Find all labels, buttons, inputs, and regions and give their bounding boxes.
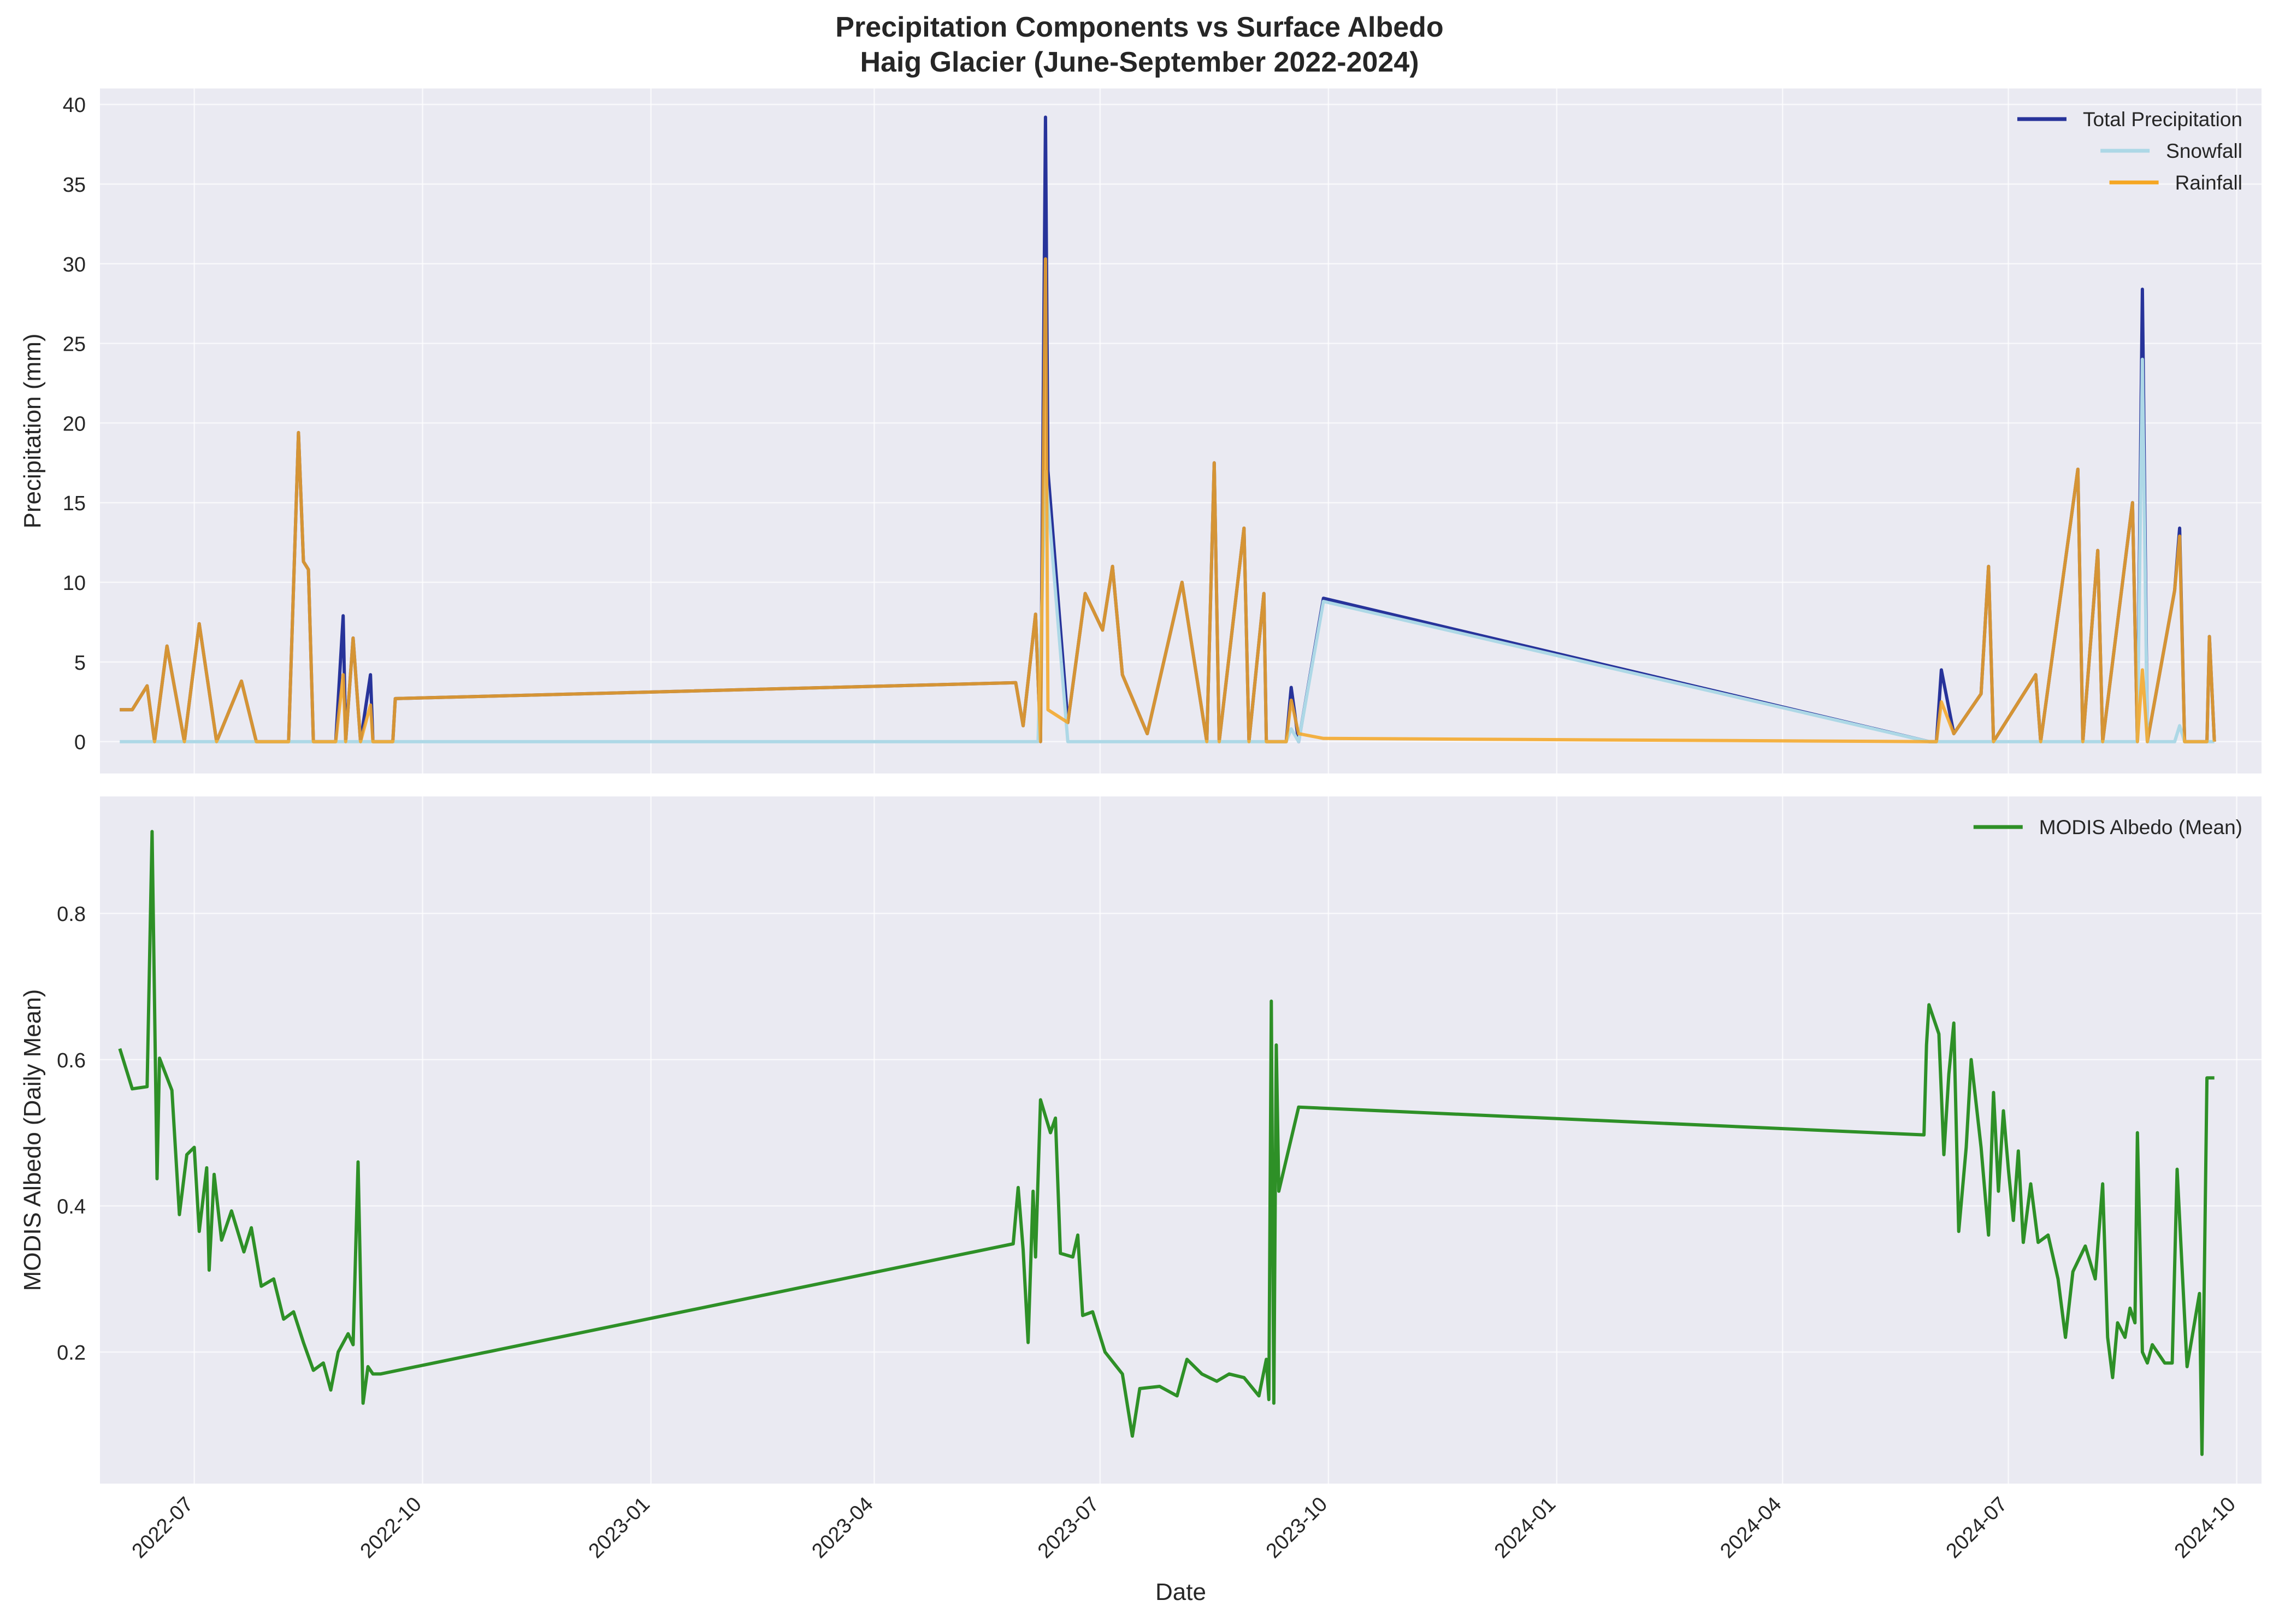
y-tick-label: 15 bbox=[63, 492, 86, 515]
ylabel-precipitation: Precipitation (mm) bbox=[19, 333, 46, 529]
y-tick-label: 35 bbox=[63, 174, 86, 197]
x-tick-label: 2024-07 bbox=[1942, 1493, 2012, 1563]
x-tick-label: 2022-07 bbox=[128, 1493, 198, 1563]
y-tick-label: 0 bbox=[74, 731, 86, 754]
legend-label: Total Precipitation bbox=[2083, 108, 2242, 131]
x-tick-label: 2023-01 bbox=[584, 1493, 654, 1563]
y-tick-label: 0.6 bbox=[57, 1049, 86, 1072]
x-tick-label: 2024-04 bbox=[1716, 1493, 1786, 1563]
series-line-rain bbox=[120, 257, 2216, 743]
x-tick-label: 2023-04 bbox=[807, 1493, 877, 1563]
x-tick-label: 2023-10 bbox=[1262, 1493, 1332, 1563]
xlabel-date: Date bbox=[1155, 1579, 1206, 1605]
ylabel-albedo: MODIS Albedo (Daily Mean) bbox=[19, 989, 46, 1291]
y-tick-label: 25 bbox=[63, 333, 86, 356]
y-tick-label: 0.4 bbox=[57, 1195, 86, 1218]
y-tick-label: 20 bbox=[63, 412, 86, 435]
chart-title: Precipitation Components vs Surface Albe… bbox=[835, 11, 1444, 43]
y-tick-label: 0.8 bbox=[57, 903, 86, 926]
y-tick-label: 40 bbox=[63, 94, 86, 117]
x-tick-label: 2023-07 bbox=[1034, 1493, 1103, 1563]
y-tick-label: 5 bbox=[74, 652, 86, 675]
x-tick-label: 2024-10 bbox=[2170, 1493, 2240, 1563]
legend-label: MODIS Albedo (Mean) bbox=[2039, 816, 2242, 838]
plot-area-0 bbox=[100, 88, 2262, 773]
plot-area-1 bbox=[100, 796, 2262, 1484]
legend-label: Snowfall bbox=[2166, 140, 2242, 162]
series-line-albedo bbox=[118, 830, 2215, 1456]
chart-subtitle: Haig Glacier (June-September 2022-2024) bbox=[860, 46, 1419, 78]
y-tick-label: 0.2 bbox=[57, 1342, 86, 1365]
x-tick-label: 2022-10 bbox=[356, 1493, 426, 1563]
y-tick-label: 30 bbox=[63, 253, 86, 276]
y-tick-label: 10 bbox=[63, 572, 86, 595]
legend-label: Rainfall bbox=[2175, 172, 2242, 194]
x-tick-label: 2024-01 bbox=[1490, 1493, 1560, 1563]
series-line-snow bbox=[120, 357, 2215, 743]
